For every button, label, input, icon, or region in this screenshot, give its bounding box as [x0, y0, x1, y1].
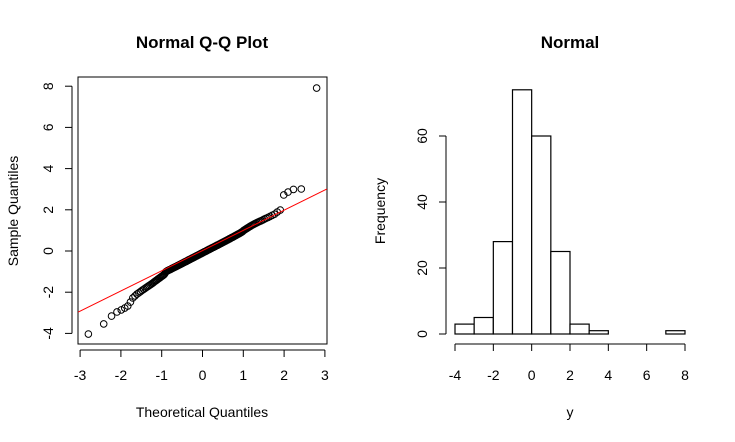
histogram-x-tick-label: -4	[449, 367, 462, 383]
qq-x-axis: -3 -2 -1 0 1 2 3	[74, 349, 329, 383]
histogram-x-axis-label: y	[567, 404, 574, 420]
qq-point	[117, 306, 126, 314]
histogram-bar	[531, 135, 552, 335]
histogram-title: Normal	[541, 33, 600, 52]
qq-y-axis-label: Sample Quantiles	[5, 156, 21, 267]
histogram-x-tick-label: -2	[487, 367, 500, 383]
qq-point	[84, 330, 93, 338]
qq-x-tick-label: 1	[239, 367, 247, 383]
histogram-y-tick-label: 60	[414, 128, 430, 144]
qq-point	[123, 302, 132, 310]
histogram-bar	[473, 316, 494, 335]
qq-points	[84, 84, 321, 338]
histogram-x-axis: -4 -2 0 2 4 6 8	[449, 343, 689, 383]
qq-x-tick-label: 0	[199, 367, 207, 383]
histogram-y-axis-label: Frequency	[372, 178, 388, 244]
qq-x-tick-label: 3	[321, 367, 329, 383]
qq-point	[297, 185, 306, 193]
qq-x-tick-label: 2	[280, 367, 288, 383]
qq-plot-title: Normal Q-Q Plot	[136, 33, 269, 52]
histogram-y-tick-label: 20	[414, 260, 430, 276]
qq-y-tick-label: -2	[40, 286, 56, 299]
qq-y-tick-label: 8	[40, 82, 56, 90]
histogram-x-tick-label: 4	[604, 367, 612, 383]
qq-point	[129, 294, 137, 302]
histogram-bar	[511, 89, 533, 335]
qq-plot-box	[77, 76, 328, 345]
qq-point	[289, 185, 298, 194]
qq-point	[107, 312, 116, 320]
histogram-y-tick-label: 0	[414, 330, 430, 338]
qq-point	[113, 308, 121, 316]
histogram-bar	[569, 323, 590, 335]
histogram-y-tick-label: 40	[414, 194, 430, 210]
histogram-bar	[492, 241, 514, 335]
qq-point	[312, 84, 321, 92]
qq-x-tick-label: -3	[74, 367, 87, 383]
histogram-bar	[454, 323, 475, 335]
qq-plot-panel: Normal Q-Q Plot -3 -2 -1 0 1 2 3 -4 -2 0 2 4 6 8 The…	[5, 33, 329, 420]
qq-reference-line	[78, 188, 327, 313]
histogram-bar	[588, 330, 609, 335]
qq-point	[126, 298, 135, 306]
histogram-x-tick-label: 2	[566, 367, 574, 383]
qq-y-tick-label: 6	[40, 123, 56, 131]
qq-y-axis: -4 -2 0 2 4 6 8	[40, 82, 73, 340]
qq-x-axis-label: Theoretical Quantiles	[136, 404, 268, 420]
histogram-bar	[665, 330, 686, 335]
qq-point	[99, 320, 108, 328]
histogram-bar	[550, 250, 571, 335]
qq-x-tick-label: -1	[155, 367, 168, 383]
histogram-x-tick-label: 0	[528, 367, 536, 383]
histogram-x-tick-label: 6	[643, 367, 651, 383]
qq-x-tick-label: -2	[115, 367, 128, 383]
histogram-panel: Normal -4 -2 0 2 4 6 8 0 20 40 60 y Frequency	[372, 33, 689, 420]
qq-y-tick-label: 2	[40, 206, 56, 214]
qq-y-tick-label: 4	[40, 164, 56, 172]
qq-y-tick-label: 0	[40, 247, 56, 255]
histogram-bars	[454, 89, 686, 335]
qq-y-tick-label: -4	[40, 327, 56, 340]
histogram-y-axis: 0 20 40 60	[414, 128, 447, 338]
histogram-x-tick-label: 8	[681, 367, 689, 383]
